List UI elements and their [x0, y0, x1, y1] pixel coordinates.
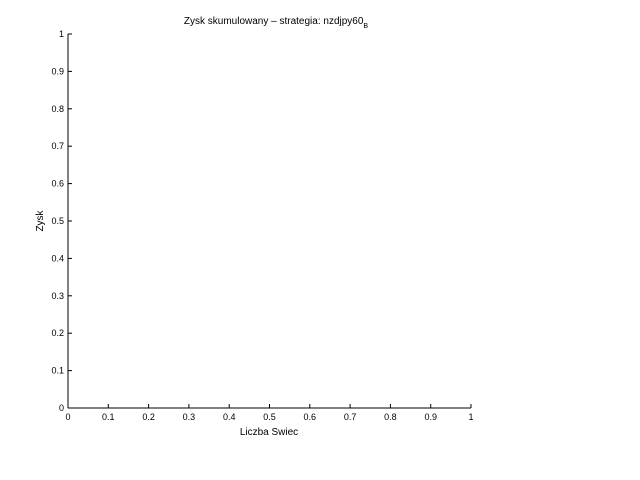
- y-tick-label: 0.9: [51, 66, 64, 76]
- x-tick-label: 0.7: [344, 412, 357, 422]
- y-tick-label: 0.5: [51, 216, 64, 226]
- chart-title: Zysk skumulowany – strategia: nzdjpy60B: [184, 16, 369, 30]
- x-tick-label: 0.3: [183, 412, 196, 422]
- y-tick-label: 0.4: [51, 253, 64, 263]
- plot-axes: [67, 34, 471, 409]
- y-tick-label: 0.3: [51, 291, 64, 301]
- x-tick-label: 0.4: [223, 412, 236, 422]
- x-tick-label: 0: [65, 412, 70, 422]
- y-axis-label: Zysk: [35, 209, 46, 231]
- x-tick-label: 1: [468, 412, 473, 422]
- x-tick-label: 0.2: [142, 412, 155, 422]
- x-tick-label: 0.9: [424, 412, 437, 422]
- y-tick-label: 0.8: [51, 104, 64, 114]
- x-axis-label: Liczba Swiec: [240, 427, 298, 438]
- y-tick-label: 1: [59, 29, 64, 39]
- chart-title-main: Zysk skumulowany – strategia: nzdjpy60: [184, 16, 364, 27]
- chart-title-subscript: B: [363, 23, 368, 30]
- x-tick-label: 0.1: [102, 412, 115, 422]
- y-tick-label: 0.1: [51, 366, 64, 376]
- y-tick-label: 0.2: [51, 328, 64, 338]
- x-tick-label: 0.6: [304, 412, 317, 422]
- x-tick-label: 0.8: [384, 412, 397, 422]
- y-tick-label: 0.7: [51, 141, 64, 151]
- y-ticks: 0 0.1 0.2 0.3 0.4 0.5 0.6 0.7 0.8 0.9 1: [51, 29, 72, 413]
- x-tick-label: 0.5: [263, 412, 276, 422]
- y-tick-label: 0.6: [51, 179, 64, 189]
- y-tick-label: 0: [59, 403, 64, 413]
- x-ticks: 0 0.1 0.2 0.3 0.4 0.5 0.6 0.7 0.8 0.9 1: [65, 404, 474, 422]
